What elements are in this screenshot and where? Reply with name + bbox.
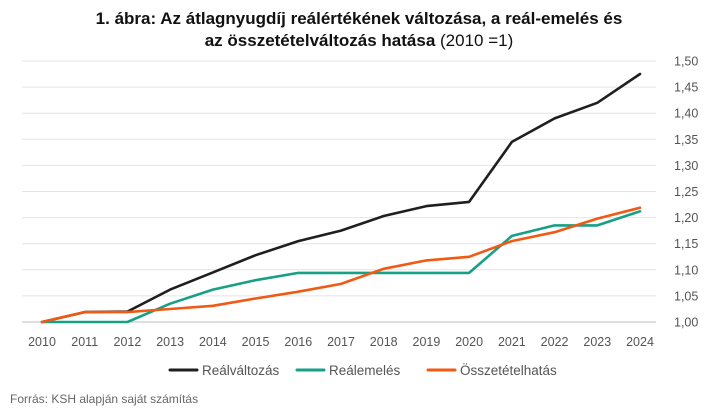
x-tick-label: 2014 <box>199 335 227 349</box>
x-tick-label: 2017 <box>327 335 355 349</box>
x-tick-label: 2022 <box>541 335 569 349</box>
x-tick-label: 2011 <box>71 335 98 349</box>
chart-title-line2-bold: az összetételváltozás hatása <box>204 31 436 50</box>
y-tick-label: 1,05 <box>674 289 698 303</box>
y-tick-label: 1,40 <box>674 107 698 121</box>
x-tick-label: 2021 <box>498 335 526 349</box>
legend-label-2: Reálemelés <box>329 363 401 378</box>
legend-label-1: Reálváltozás <box>202 363 280 378</box>
chart-title-line2-normal: (2010 =1) <box>435 31 514 50</box>
source-note: Forrás: KSH alapján saját számítás <box>10 392 199 406</box>
y-tick-label: 1,50 <box>674 55 698 69</box>
x-tick-label: 2020 <box>455 335 483 349</box>
y-tick-label: 1,00 <box>674 316 698 330</box>
x-tick-label: 2010 <box>28 335 56 349</box>
y-tick-label: 1,10 <box>674 263 698 277</box>
x-tick-label: 2012 <box>114 335 142 349</box>
x-tick-label: 2015 <box>242 335 270 349</box>
series-line-2 <box>40 210 642 324</box>
y-tick-label: 1,25 <box>674 185 698 199</box>
series-line-1 <box>40 72 642 324</box>
x-tick-label: 2016 <box>284 335 312 349</box>
legend-label-3: Összetételhatás <box>460 363 557 378</box>
chart-title: 1. ábra: Az átlagnyugdíj reálértékének v… <box>0 8 718 52</box>
x-tick-label: 2013 <box>156 335 184 349</box>
x-tick-label: 2023 <box>583 335 611 349</box>
y-tick-label: 1,35 <box>674 133 698 147</box>
y-tick-label: 1,15 <box>674 237 698 251</box>
chart-title-line1: 1. ábra: Az átlagnyugdíj reálértékének v… <box>95 9 623 28</box>
x-tick-label: 2019 <box>413 335 441 349</box>
y-tick-label: 1,30 <box>674 159 698 173</box>
x-tick-label: 2018 <box>370 335 398 349</box>
x-tick-label: 2024 <box>626 335 654 349</box>
y-tick-label: 1,20 <box>674 211 698 225</box>
y-tick-label: 1,45 <box>674 81 698 95</box>
series-line-3 <box>40 206 642 324</box>
